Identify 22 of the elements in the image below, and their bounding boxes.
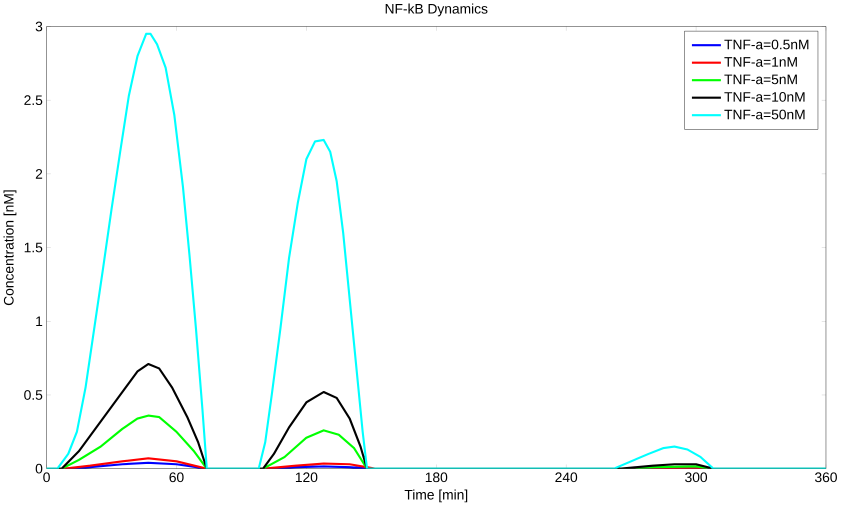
legend-label: TNF-a=1nM	[724, 57, 797, 67]
y-tick-label: 1	[36, 316, 42, 326]
x-tick-label: 300	[685, 472, 708, 482]
y-tick-label: 3	[36, 22, 42, 32]
x-tick-label: 0	[43, 472, 50, 482]
y-axis-title: Concentration [nM]	[4, 190, 16, 306]
legend-label: TNF-a=0.5nM	[724, 40, 808, 50]
x-axis-title: Time [min]	[404, 490, 468, 502]
y-tick-label: 0.5	[24, 390, 42, 400]
y-tick-label: 0	[36, 464, 42, 474]
x-tick-label: 120	[296, 472, 318, 482]
x-tick-label: 360	[815, 472, 837, 482]
legend-label: TNF-a=50nM	[724, 110, 805, 120]
x-tick-label: 240	[555, 472, 578, 482]
y-tick-label: 1.5	[24, 242, 42, 252]
legend-label: TNF-a=10nM	[724, 92, 805, 102]
chart-title: NF-kB Dynamics	[386, 4, 488, 16]
y-tick-label: 2.5	[24, 95, 42, 106]
x-tick-label: 60	[170, 472, 184, 482]
y-tick-label: 2	[36, 169, 42, 179]
x-tick-label: 180	[426, 472, 448, 482]
legend-label: TNF-a=5nM	[724, 74, 797, 84]
